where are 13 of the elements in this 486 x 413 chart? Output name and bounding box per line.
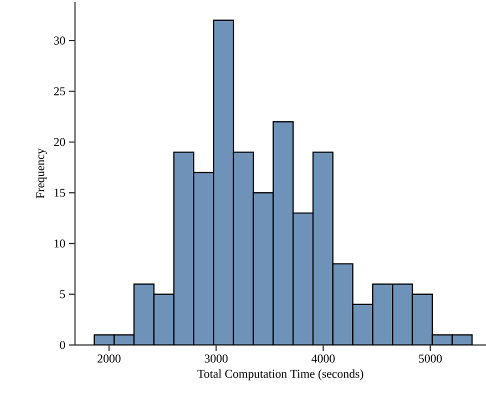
y-tick-label: 5 xyxy=(60,290,66,298)
y-tick-label: 10 xyxy=(54,239,66,248)
y-tick-label: 30 xyxy=(54,36,66,45)
y-tick-label: 0 xyxy=(60,340,66,350)
x-tick-label: 3000 xyxy=(204,354,228,363)
y-axis-title: Frequency xyxy=(36,148,47,198)
x-tick-label: 2000 xyxy=(98,354,121,363)
y-tick-label: 20 xyxy=(54,138,66,146)
x-axis-title: Total Computation Time (seconds) xyxy=(198,369,364,380)
x-tick-label: 5000 xyxy=(419,354,442,363)
y-tick-label: 15 xyxy=(54,188,66,197)
x-tick-label: 4000 xyxy=(312,354,335,363)
y-tick-label: 25 xyxy=(54,87,66,96)
